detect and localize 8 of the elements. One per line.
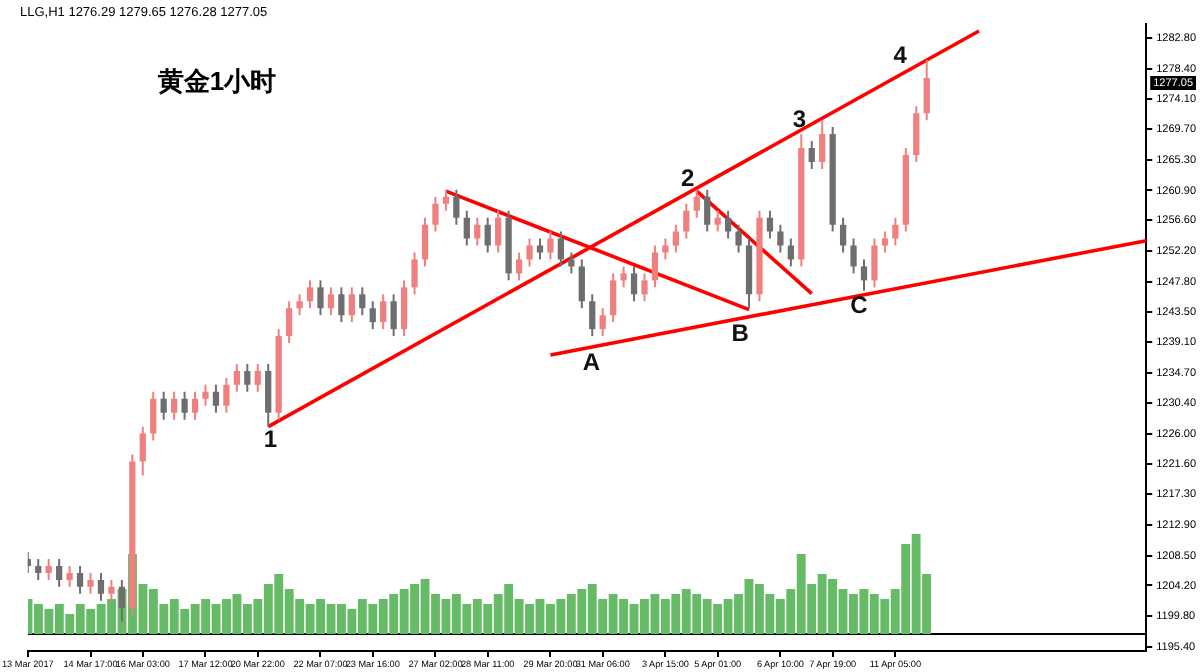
annotation: 1 (263, 424, 278, 453)
annotation: 3 (792, 104, 807, 133)
annotation: A (582, 347, 601, 376)
annotation: B (731, 318, 750, 347)
text: 黄金1小时 (157, 64, 277, 100)
annotation: C (850, 290, 869, 319)
annotation: 2 (680, 164, 695, 193)
annotation: 4 (893, 41, 908, 70)
